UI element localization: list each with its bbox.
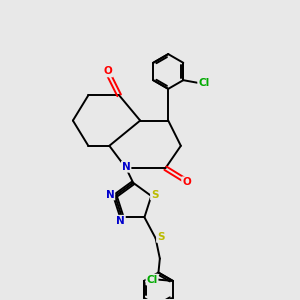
Text: N: N — [116, 216, 125, 226]
Text: N: N — [106, 190, 114, 200]
Text: O: O — [182, 177, 191, 187]
Text: S: S — [151, 190, 158, 200]
Text: Cl: Cl — [146, 274, 158, 285]
Text: O: O — [103, 67, 112, 76]
Text: Cl: Cl — [198, 78, 209, 88]
Text: S: S — [157, 232, 164, 242]
Text: N: N — [122, 162, 130, 172]
